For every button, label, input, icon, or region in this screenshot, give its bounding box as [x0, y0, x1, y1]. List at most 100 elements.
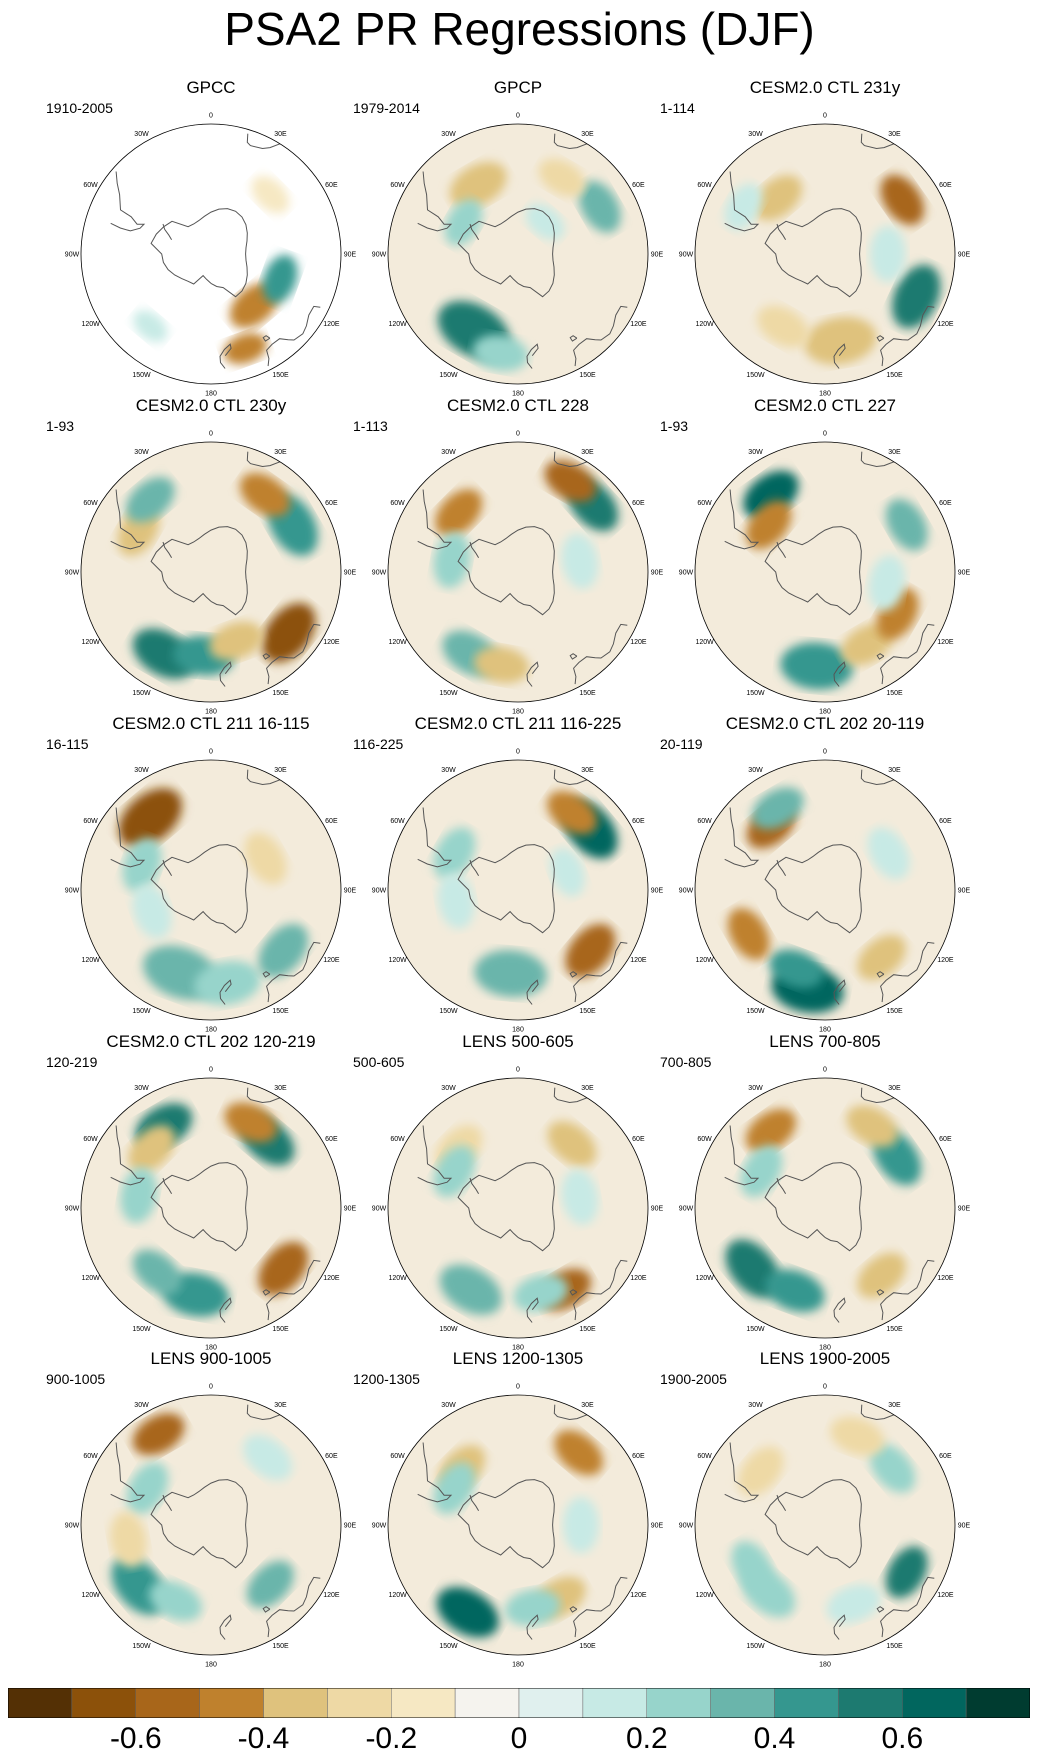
longitude-label: 30E [581, 449, 594, 456]
anomaly-patch [433, 1462, 476, 1515]
anomaly-patch [546, 790, 598, 835]
coastline [308, 145, 325, 160]
coastline [266, 941, 321, 1003]
anomaly-patch [769, 949, 824, 989]
longitude-label: 60W [83, 182, 98, 189]
longitude-label: 60E [939, 1453, 952, 1460]
coastline [876, 335, 885, 342]
longitude-label: 150W [439, 372, 458, 379]
longitude-label: 0 [209, 1384, 213, 1391]
anomaly-patch [869, 226, 906, 282]
longitude-label: 180 [512, 709, 524, 716]
anomaly-patch [745, 1108, 797, 1153]
longitude-label: 30E [581, 767, 594, 774]
coastline [922, 1099, 939, 1114]
anomaly-layer [433, 1430, 604, 1638]
coastline [724, 1442, 760, 1503]
longitude-label: 180 [205, 709, 217, 716]
polar-map: 0 30E 60E 90E 120E 150E 180 150W 120W 90W 60W 30W [65, 431, 357, 716]
polar-map: 0 30E 60E 90E 120E 150E 180 150W 120W 90W 60W 30W [65, 1384, 357, 1669]
coastline [776, 1177, 787, 1194]
map-panel: LENS 900-1005 900-1005 0 30E 60E 90E 120E 150E 1… [38, 1349, 384, 1669]
colorbar-swatch [263, 1688, 328, 1718]
longitude-label: 120E [630, 1275, 647, 1282]
panel-title: CESM2.0 CTL 202 20-119 [725, 714, 925, 733]
longitude-label: 150W [439, 1643, 458, 1650]
longitude-label: 0 [823, 749, 827, 756]
anomaly-patch [525, 203, 565, 241]
coastline [569, 335, 578, 342]
longitude-label: 90W [372, 1206, 387, 1213]
coastline [469, 859, 480, 876]
panel-period: 700-805 [660, 1054, 712, 1070]
coastline [417, 171, 453, 232]
coastline [876, 1606, 885, 1613]
longitude-label: 150E [886, 372, 903, 379]
map-border [387, 1077, 649, 1339]
panel-period: 1900-2005 [660, 1371, 727, 1387]
longitude-label: 60E [325, 500, 338, 507]
longitude-label: 180 [512, 1345, 524, 1352]
anomaly-patch [262, 254, 298, 304]
coastline [573, 941, 628, 1003]
longitude-label: 150E [886, 1643, 903, 1650]
longitude-label: 150E [272, 1326, 289, 1333]
longitude-label: 30E [274, 131, 287, 138]
coastline [262, 653, 271, 660]
coastline [764, 844, 862, 934]
map-panel: CESM2.0 CTL 227 1-93 0 30E 60E 90E 120E 150E 180… [652, 396, 998, 716]
colorbar-swatch [8, 1688, 73, 1718]
anomaly-layer [433, 1121, 599, 1315]
coastline [308, 781, 325, 796]
map-border [694, 1077, 956, 1339]
figure-title: PSA2 PR Regressions (DJF) [224, 3, 815, 55]
anomaly-patch [565, 923, 616, 978]
longitude-label: 150E [272, 1008, 289, 1015]
anomaly-layer [120, 1102, 309, 1317]
anomaly-patch [120, 1167, 158, 1224]
longitude-label: 90W [372, 888, 387, 895]
longitude-label: 180 [819, 1027, 831, 1034]
longitude-label: 120W [81, 1275, 100, 1282]
longitude-label: 90W [65, 1523, 80, 1530]
coastline [469, 1494, 480, 1511]
map-panel: CESM2.0 CTL 211 16-115 16-115 0 30E 60E 90E 12… [38, 714, 384, 1034]
longitude-label: 60E [632, 182, 645, 189]
longitude-label: 0 [209, 431, 213, 438]
map-panel: GPCC 1910-2005 0 30E 60E 90E 120E 150E 180 150W 12… [38, 78, 384, 398]
longitude-label: 120W [81, 957, 100, 964]
longitude-label: 90E [344, 252, 357, 259]
longitude-label: 150W [439, 1326, 458, 1333]
map-border [694, 1394, 956, 1656]
longitude-label: 90E [651, 888, 664, 895]
anomaly-patch [246, 1560, 294, 1608]
panel-period: 116-225 [353, 736, 404, 752]
coastline [110, 489, 146, 550]
longitude-label: 60E [325, 1136, 338, 1143]
anomaly-layer [133, 175, 298, 365]
panel-title: CESM2.0 CTL 230y [135, 396, 287, 415]
longitude-label: 90E [344, 888, 357, 895]
panel-period: 500-605 [353, 1054, 405, 1070]
anomaly-patch [554, 1430, 604, 1476]
longitude-label: 60E [939, 500, 952, 507]
polar-map: 0 30E 60E 90E 120E 150E 180 150W 120W 90W 60W 30W [679, 431, 971, 716]
longitude-label: 60E [939, 1136, 952, 1143]
anomaly-patch [857, 1252, 906, 1299]
longitude-label: 150W [746, 372, 765, 379]
longitude-label: 60W [697, 1453, 712, 1460]
longitude-label: 180 [205, 1345, 217, 1352]
anomaly-patch [869, 1444, 916, 1493]
panel-period: 900-1005 [46, 1371, 106, 1387]
coastline [615, 1416, 632, 1431]
longitude-label: 30E [581, 1085, 594, 1092]
colorbar-tick-label: -0.6 [109, 1722, 162, 1755]
anomaly-patch [258, 923, 309, 978]
coastline [266, 305, 321, 367]
anomaly-patch [513, 1274, 569, 1312]
longitude-label: 120W [695, 957, 714, 964]
longitude-label: 30W [441, 1402, 456, 1409]
coastline [219, 343, 232, 369]
longitude-label: 180 [819, 709, 831, 716]
longitude-label: 60W [83, 1136, 98, 1143]
